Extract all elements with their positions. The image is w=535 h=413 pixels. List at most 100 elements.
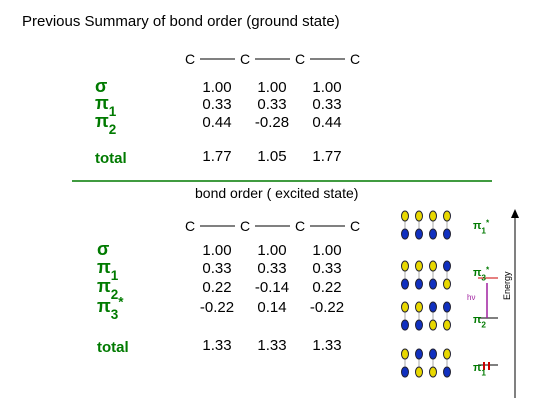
- label-text: total: [95, 150, 127, 167]
- orbital-lobe: [443, 319, 451, 331]
- value: 1.00: [257, 242, 286, 259]
- value: -0.14: [255, 279, 289, 296]
- value: 1.33: [312, 337, 341, 354]
- orbital-lobe: [443, 348, 451, 360]
- orbital-lobe: [429, 319, 437, 331]
- orbital-lobe: [415, 260, 423, 272]
- subscript: 2: [481, 320, 486, 329]
- subscript: 2: [111, 287, 119, 302]
- symbol: π: [473, 267, 482, 279]
- title: Previous Summary of bond order (ground s…: [22, 13, 340, 30]
- atom: C: [350, 51, 360, 67]
- value: 0.33: [312, 260, 341, 277]
- atom: C: [295, 51, 305, 67]
- orbital-lobe: [401, 319, 409, 331]
- orbital-lobe: [401, 260, 409, 272]
- orbital-lobe: [429, 278, 437, 290]
- symbol: π: [473, 220, 482, 232]
- atom: C: [185, 51, 195, 67]
- orbital-lobe: [415, 278, 423, 290]
- symbol: π: [473, 314, 482, 326]
- subscript: 2: [109, 122, 117, 137]
- orbital-lobe: [415, 301, 423, 313]
- value: 1.33: [202, 337, 231, 354]
- orbital-lobe: [401, 366, 409, 378]
- orbital-lobe: [415, 366, 423, 378]
- orbital-lobe: [415, 210, 423, 222]
- symbol: π: [95, 93, 109, 113]
- atom: C: [240, 218, 250, 234]
- symbol: σ: [95, 76, 107, 96]
- value: 0.33: [202, 260, 231, 277]
- orbital-lobe: [429, 301, 437, 313]
- row-label: π1: [97, 257, 119, 283]
- subscript: 1: [111, 268, 119, 283]
- row-label: π1*: [473, 219, 490, 236]
- value: 0.33: [202, 96, 231, 113]
- value: 1.00: [257, 79, 286, 96]
- superscript: *: [486, 219, 490, 228]
- value: 1.00: [312, 79, 341, 96]
- orbital-lobe: [429, 260, 437, 272]
- arrowhead: [511, 209, 519, 218]
- value: 0.33: [257, 96, 286, 113]
- orbital-lobe: [401, 278, 409, 290]
- orbital-lobe: [401, 210, 409, 222]
- value: 1.05: [257, 148, 286, 165]
- row-label: total: [97, 339, 129, 356]
- symbol: π: [473, 362, 482, 374]
- row-label: π1: [473, 362, 486, 377]
- mo-diagram: [478, 209, 519, 398]
- orbital-lobe: [429, 228, 437, 240]
- section-title: bond order ( excited state): [195, 185, 358, 201]
- value: -0.22: [310, 299, 344, 316]
- orbital-lobe: [443, 260, 451, 272]
- orbital-lobe: [443, 366, 451, 378]
- subscript: 1: [481, 226, 486, 235]
- value: 1.77: [312, 148, 341, 165]
- orbital-lobe: [443, 210, 451, 222]
- row-label: π2: [473, 314, 486, 329]
- symbol: σ: [97, 239, 109, 259]
- value: -0.28: [255, 114, 289, 131]
- orbital-lobe: [429, 348, 437, 360]
- symbol: π: [97, 257, 111, 277]
- row-label: π1: [95, 93, 117, 119]
- value: 0.22: [312, 279, 341, 296]
- orbital-lobe: [429, 366, 437, 378]
- orbital-lobe: [415, 228, 423, 240]
- orbital-lobe: [401, 228, 409, 240]
- value: 1.77: [202, 148, 231, 165]
- subscript: 1: [481, 368, 486, 377]
- value: 1.00: [202, 79, 231, 96]
- symbol: π: [97, 276, 111, 296]
- orbital-lobe: [415, 319, 423, 331]
- value: 0.22: [202, 279, 231, 296]
- subscript: 3: [111, 307, 119, 322]
- row-label: π3*: [473, 266, 490, 283]
- orbital-lobe: [443, 228, 451, 240]
- row-label: total: [95, 150, 127, 167]
- value: 0.33: [312, 96, 341, 113]
- value: -0.22: [200, 299, 234, 316]
- orbital-lobe: [415, 348, 423, 360]
- symbol: π: [95, 111, 109, 131]
- superscript: *: [486, 266, 490, 275]
- value: 1.00: [312, 242, 341, 259]
- row-label: σ: [97, 239, 109, 259]
- subscript: 1: [109, 104, 117, 119]
- orbital-lobe: [401, 301, 409, 313]
- row-label: σ: [95, 76, 107, 96]
- value: 0.14: [257, 299, 286, 316]
- orbital-lobe: [429, 210, 437, 222]
- orbital-lobe: [401, 348, 409, 360]
- symbol: π: [97, 296, 111, 316]
- transition-label: hν: [467, 293, 475, 302]
- atom: C: [185, 218, 195, 234]
- orbital-lobe: [443, 301, 451, 313]
- value: 0.33: [257, 260, 286, 277]
- value: 0.44: [202, 114, 231, 131]
- atom: C: [350, 218, 360, 234]
- superscript: *: [118, 295, 124, 310]
